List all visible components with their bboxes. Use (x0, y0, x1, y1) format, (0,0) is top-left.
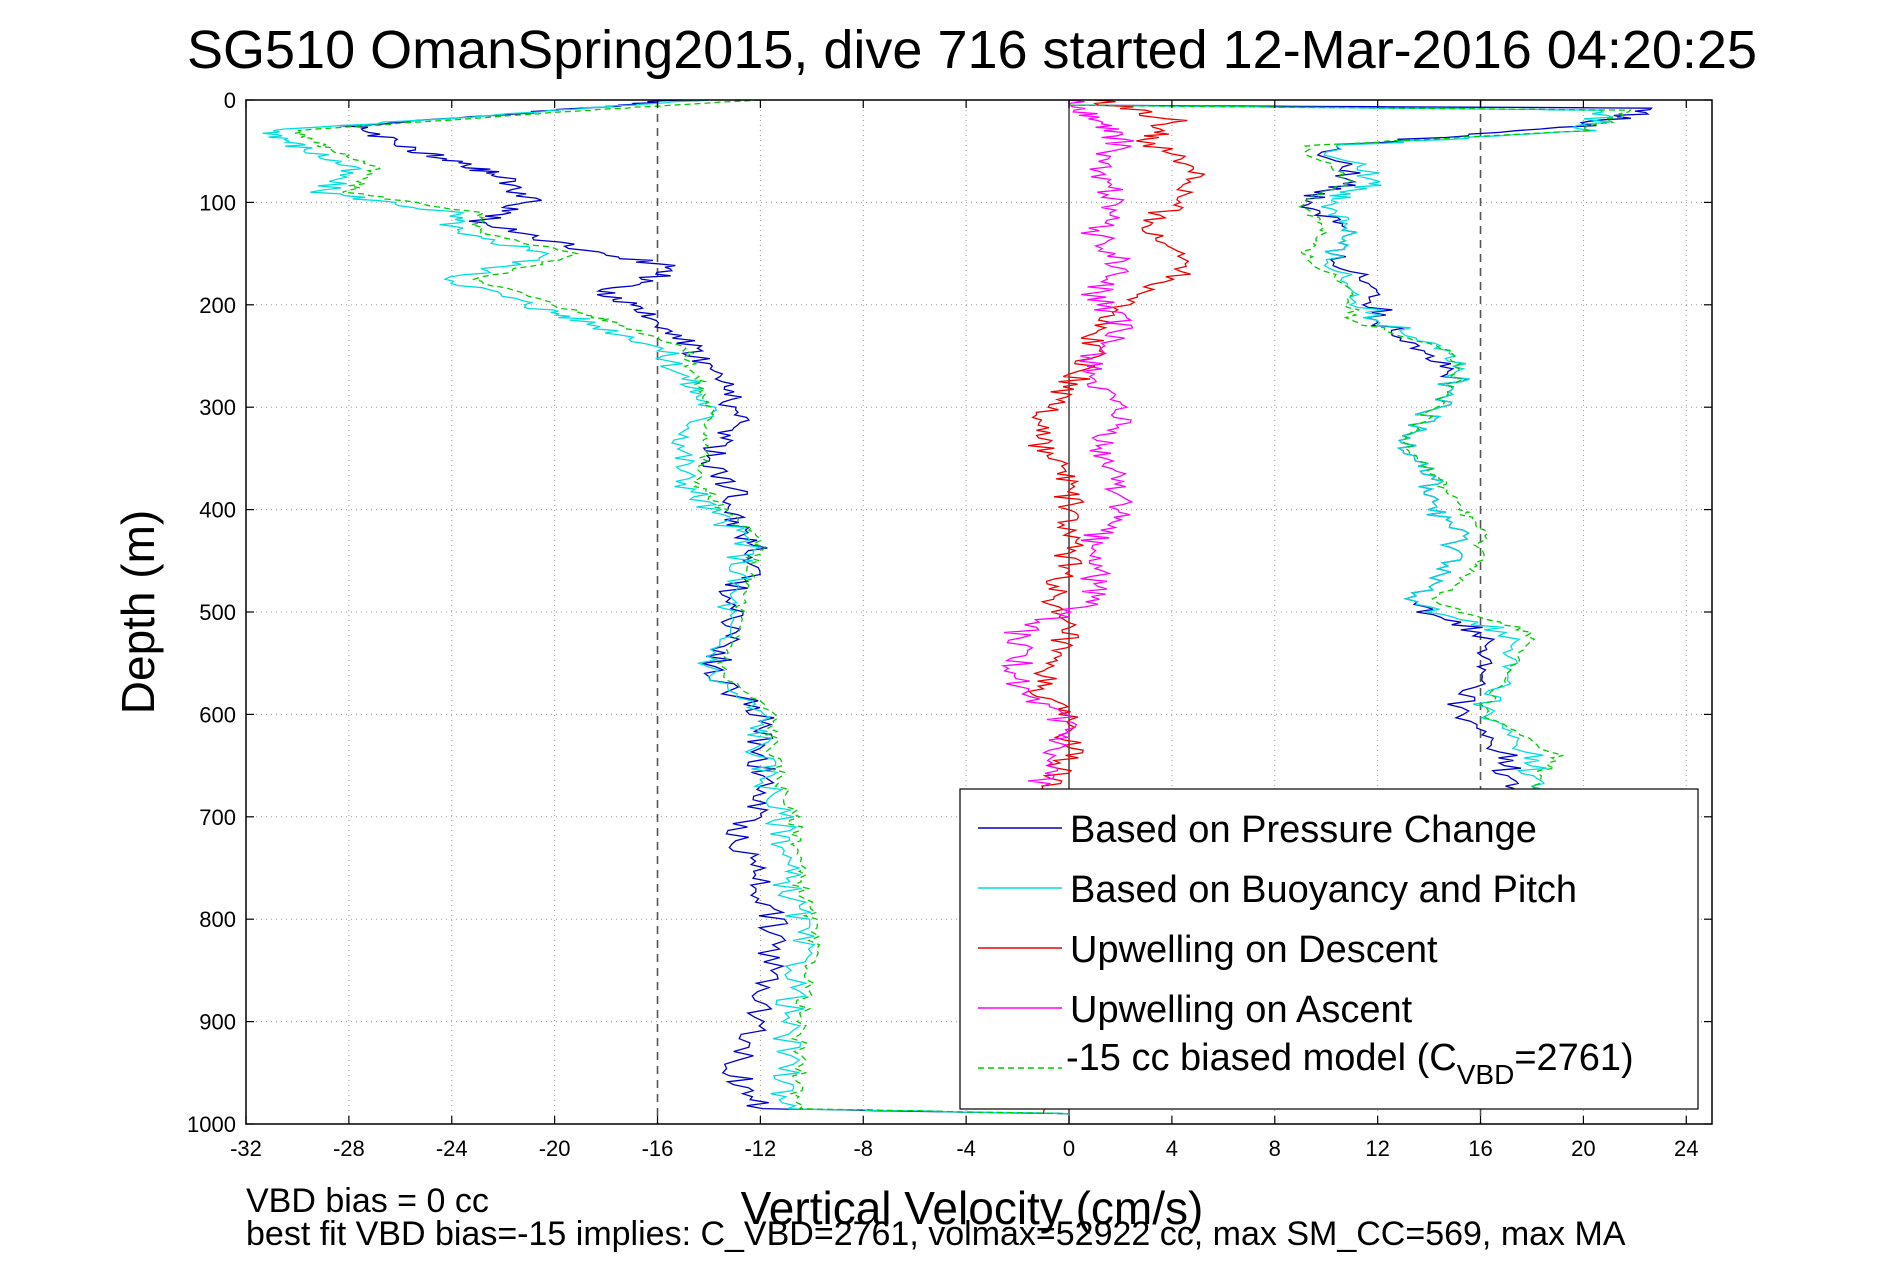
y-tick-label-7: 700 (199, 805, 236, 830)
legend-label-pressure: Based on Pressure Change (1070, 809, 1537, 851)
y-tick-label-6: 600 (199, 702, 236, 727)
x-axis-label: Vertical Velocity (cm/s) (741, 1182, 1204, 1234)
x-tick-label-5: -12 (744, 1136, 776, 1161)
legend-label-upwelling-descent: Upwelling on Descent (1070, 929, 1438, 971)
y-tick-label-1: 100 (199, 190, 236, 215)
chart-title: SG510 OmanSpring2015, dive 716 started 1… (187, 20, 1757, 80)
series-3-line (1000, 99, 1135, 787)
footnote-line-1: VBD bias = 0 cc (246, 1182, 489, 1220)
y-tick-label-10: 1000 (187, 1112, 236, 1137)
x-tick-label-6: -8 (853, 1136, 873, 1161)
x-tick-label-1: -28 (333, 1136, 365, 1161)
series-0-descent (338, 99, 1070, 1115)
y-tick-label-9: 900 (199, 1010, 236, 1035)
series-4-ascent (1068, 104, 1632, 1109)
x-tick-label-11: 12 (1365, 1136, 1389, 1161)
x-tick-label-10: 8 (1269, 1136, 1281, 1161)
legend-label-buoyancy: Based on Buoyancy and Pitch (1070, 869, 1577, 911)
x-axis: -32 -28 -24 -20 -16 -12 -8 -4 0 4 8 12 16 20 24 (230, 100, 1699, 1161)
x-tick-label-13: 20 (1571, 1136, 1595, 1161)
legend: Based on Pressure Change Based on Buoyan… (959, 788, 1699, 1110)
x-tick-label-7: -4 (956, 1136, 976, 1161)
y-tick-label-0: 0 (224, 88, 236, 113)
x-tick-label-2: -24 (436, 1136, 468, 1161)
x-tick-label-0: -32 (230, 1136, 262, 1161)
y-tick-label-3: 300 (199, 395, 236, 420)
legend-box (959, 788, 1699, 1110)
footnote-line-2: best fit VBD bias=-15 implies: C_VBD=276… (246, 1215, 1626, 1253)
legend-label-upwelling-ascent: Upwelling on Ascent (1070, 989, 1413, 1031)
series-4-descent (294, 99, 1070, 1115)
legend-label-biased-model-main: -15 cc biased model (C (1066, 1037, 1457, 1079)
x-tick-label-12: 16 (1468, 1136, 1492, 1161)
y-tick-label-8: 800 (199, 907, 236, 932)
legend-label-biased-model-sub: VBD (1457, 1059, 1515, 1090)
y-axis: 0 100 200 300 400 500 600 700 800 900 1000 (187, 88, 1712, 1137)
y-tick-label-4: 400 (199, 498, 236, 523)
series-2-line (1027, 99, 1206, 1114)
x-tick-label-8: 0 (1063, 1136, 1075, 1161)
y-axis-label: Depth (m) (112, 510, 164, 714)
y-tick-label-2: 200 (199, 293, 236, 318)
x-tick-label-3: -20 (539, 1136, 571, 1161)
x-tick-label-9: 4 (1166, 1136, 1178, 1161)
x-tick-label-14: 24 (1674, 1136, 1698, 1161)
x-tick-label-4: -16 (642, 1136, 674, 1161)
y-tick-label-5: 500 (199, 600, 236, 625)
legend-label-biased-model-suffix: =2761) (1514, 1037, 1633, 1079)
legend-label-biased-model: -15 cc biased model (CVBD=2761) (1066, 1037, 1634, 1090)
series-1-descent (262, 99, 1070, 1115)
